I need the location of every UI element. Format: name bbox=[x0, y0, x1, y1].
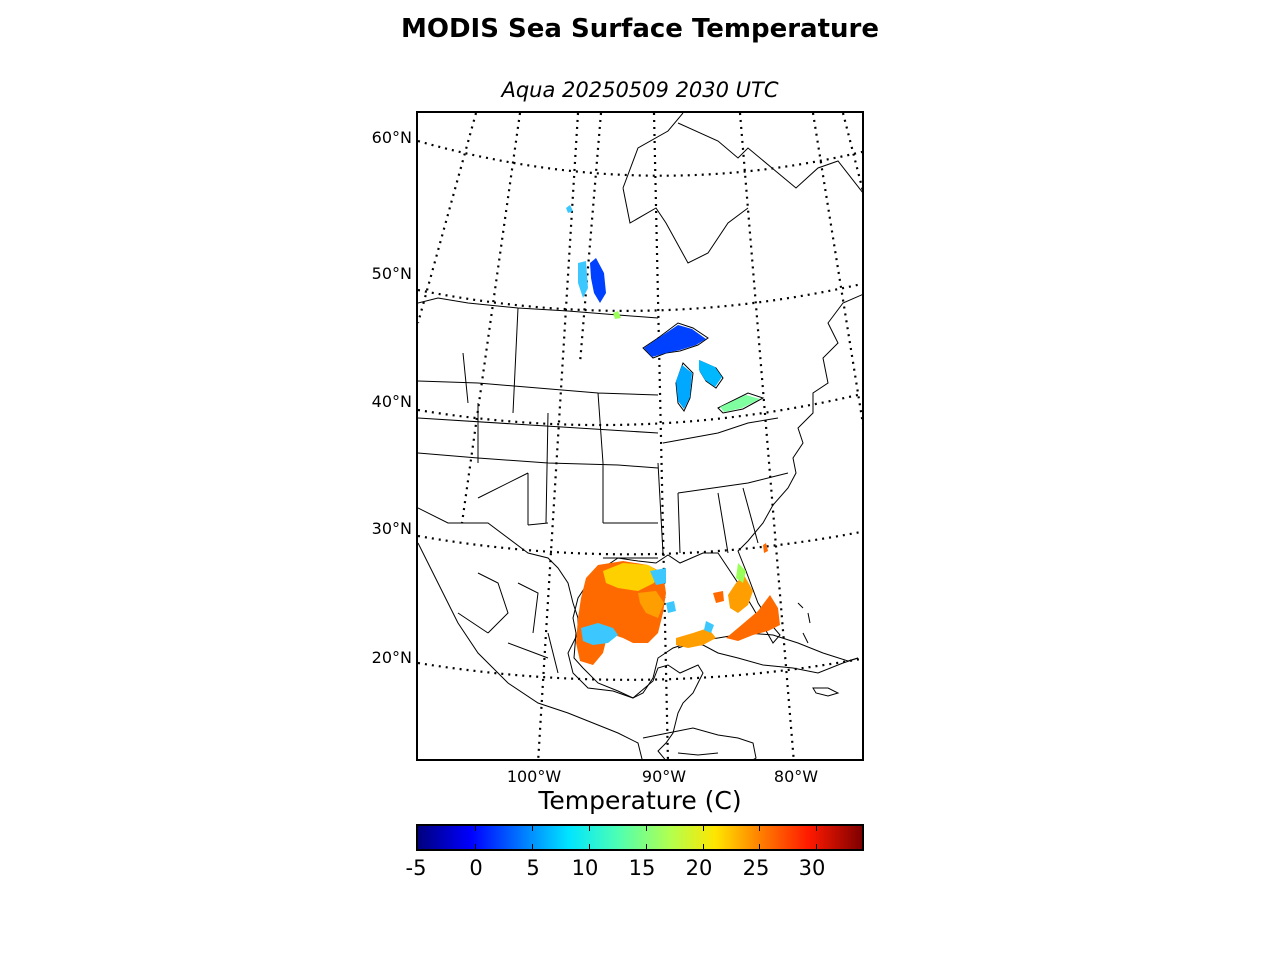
gulf-sst-coast bbox=[581, 623, 618, 645]
colorbar-tick bbox=[816, 826, 817, 831]
east-coast bbox=[572, 294, 862, 699]
lon-label-90w: 90°W bbox=[641, 767, 687, 786]
colorbar-tick bbox=[703, 844, 704, 849]
colorbar-tick bbox=[759, 826, 760, 831]
colorbar-tick bbox=[646, 826, 647, 831]
colorbar-tick bbox=[475, 844, 476, 849]
keys-sst2 bbox=[704, 621, 714, 633]
lake-superior bbox=[642, 322, 709, 359]
graticule bbox=[418, 113, 862, 759]
parallel-40n bbox=[418, 392, 862, 427]
colorbar-label: 20 bbox=[685, 856, 713, 880]
colorbar-tick bbox=[759, 844, 760, 849]
colorbar-title: Temperature (C) bbox=[538, 786, 742, 815]
colorbar-tick bbox=[646, 844, 647, 849]
parallel-50n bbox=[418, 282, 862, 312]
lon-label-80w: 80°W bbox=[773, 767, 819, 786]
colorbar-tick bbox=[532, 844, 533, 849]
michigan-sst bbox=[676, 365, 692, 409]
hispaniola bbox=[812, 687, 840, 697]
superior-sst bbox=[644, 325, 706, 357]
parallel-20n bbox=[418, 657, 862, 681]
colorbar-label: 30 bbox=[798, 856, 826, 880]
meridian-110w bbox=[418, 113, 478, 324]
figure-title: MODIS Sea Surface Temperature bbox=[401, 14, 879, 44]
scatter-2 bbox=[666, 601, 676, 613]
small-lake-3 bbox=[763, 543, 768, 553]
colorbar-tick bbox=[532, 826, 533, 831]
lat-label-20n: 20°N bbox=[371, 648, 412, 667]
lake-michigan bbox=[675, 362, 694, 412]
gulf-sst-coast2 bbox=[650, 568, 666, 585]
meridian-80w bbox=[811, 113, 862, 426]
lake-erie bbox=[717, 392, 765, 414]
state-lines bbox=[418, 297, 789, 559]
colorbar-tick bbox=[589, 844, 590, 849]
winnipeg-sst bbox=[590, 258, 606, 303]
gulf-sst-north bbox=[603, 563, 658, 591]
lat-label-40n: 40°N bbox=[371, 392, 412, 411]
florida-sst-coast bbox=[736, 563, 746, 583]
colorbar-label: 25 bbox=[742, 856, 770, 880]
colorbar-label: 5 bbox=[526, 856, 540, 880]
small-lake-2 bbox=[613, 311, 621, 319]
colorbar-tick bbox=[589, 826, 590, 831]
scatter-1 bbox=[713, 591, 724, 603]
gulf-sst-mid bbox=[638, 591, 664, 618]
meridian-75w bbox=[841, 113, 862, 192]
colorbar-label: 10 bbox=[571, 856, 599, 880]
colorbar bbox=[416, 824, 864, 851]
meridian-85w bbox=[738, 113, 795, 759]
colorbar-label: 0 bbox=[469, 856, 483, 880]
sst-data bbox=[566, 205, 780, 665]
small-lake-1 bbox=[566, 205, 573, 213]
central-america bbox=[642, 727, 757, 759]
huron-sst bbox=[699, 360, 722, 387]
lat-label-30n: 30°N bbox=[371, 519, 412, 538]
lat-label-50n: 50°N bbox=[371, 264, 412, 283]
colorbar-label: -5 bbox=[405, 856, 427, 880]
meridian-95w bbox=[578, 113, 603, 364]
erie-sst bbox=[720, 395, 760, 412]
keys-sst bbox=[676, 628, 716, 648]
coastlines bbox=[418, 113, 862, 759]
florida-sst bbox=[726, 595, 780, 641]
colorbar-tick bbox=[475, 826, 476, 831]
lon-label-100w: 100°W bbox=[506, 767, 562, 786]
hudson-bay-coast bbox=[622, 113, 862, 264]
mexico bbox=[418, 507, 704, 759]
colorbar-label: 15 bbox=[628, 856, 656, 880]
figure-subtitle: Aqua 20250509 2030 UTC bbox=[501, 78, 779, 102]
colorbar-tick bbox=[816, 844, 817, 849]
map-svg bbox=[418, 113, 862, 759]
lat-label-60n: 60°N bbox=[371, 128, 412, 147]
map-panel bbox=[416, 111, 864, 761]
florida-sst-north bbox=[728, 575, 753, 613]
parallel-30n bbox=[418, 530, 862, 556]
colorbar-tick bbox=[703, 826, 704, 831]
meridian-95w-b bbox=[460, 113, 522, 524]
bahamas bbox=[797, 602, 811, 644]
winnipeg-sst2 bbox=[578, 261, 588, 298]
